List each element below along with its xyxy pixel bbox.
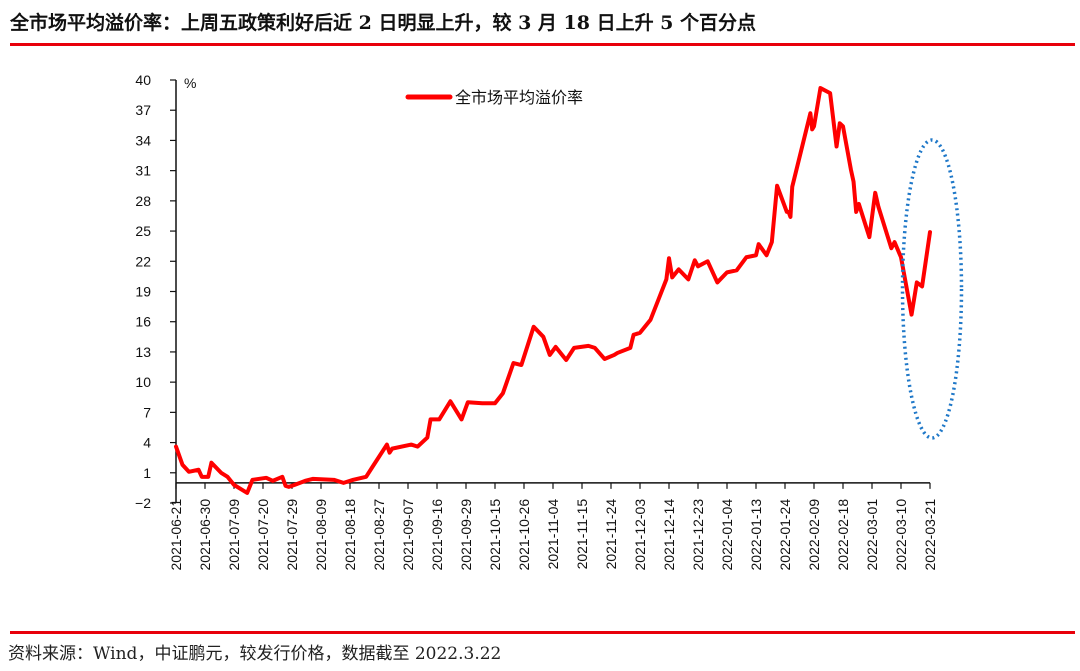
y-tick-label: 34 bbox=[135, 132, 151, 148]
x-tick-label: 2022-01-24 bbox=[777, 499, 793, 571]
x-tick-label: 2021-12-03 bbox=[632, 499, 648, 571]
legend: 全市场平均溢价率 bbox=[405, 88, 583, 107]
highlight-ellipse bbox=[900, 138, 964, 440]
x-tick-label: 2022-01-13 bbox=[748, 499, 764, 571]
x-tick-label: 2021-10-15 bbox=[487, 499, 503, 571]
x-axis: 2021-06-21 2021-06-30 2021-07-09 2021-07-20… bbox=[168, 482, 938, 571]
y-unit-label: % bbox=[184, 75, 196, 91]
x-tick-label: 2022-03-01 bbox=[864, 499, 880, 571]
x-tick-label: 2022-03-21 bbox=[922, 499, 938, 571]
x-tick-label: 2021-12-14 bbox=[661, 499, 677, 571]
x-tick-label: 2021-07-20 bbox=[255, 499, 271, 571]
source-note: 资料来源：Wind，中证鹏元，较发行价格，数据截至 2022.3.22 bbox=[8, 644, 502, 664]
x-tick-label: 2021-11-04 bbox=[545, 499, 561, 570]
legend-label: 全市场平均溢价率 bbox=[455, 88, 583, 107]
x-tick-label: 2021-07-29 bbox=[284, 499, 300, 571]
x-tick-label: 2021-09-29 bbox=[458, 499, 474, 571]
series-layer bbox=[174, 86, 932, 495]
title-rule bbox=[10, 43, 1075, 46]
x-tick-label: 2022-02-18 bbox=[835, 499, 851, 571]
y-tick-label: 1 bbox=[143, 465, 151, 481]
y-tick-label: 4 bbox=[143, 435, 151, 451]
x-tick-label: 2021-06-30 bbox=[197, 499, 213, 571]
x-tick-label: 2021-07-09 bbox=[226, 499, 242, 571]
x-tick-label: 2021-11-15 bbox=[574, 499, 590, 570]
source-rule bbox=[10, 631, 1075, 634]
x-tick-label: 2021-09-07 bbox=[400, 499, 416, 571]
y-axis: −2 1 4 7 10 13 16 19 22 25 28 31 34 37 40 bbox=[135, 72, 177, 511]
series-line bbox=[174, 86, 932, 495]
x-tick-label: 2022-02-09 bbox=[806, 499, 822, 571]
y-tick-label: 19 bbox=[135, 284, 151, 300]
y-tick-label: 31 bbox=[135, 163, 151, 179]
y-tick-label: 28 bbox=[135, 193, 151, 209]
y-tick-label: 7 bbox=[143, 404, 151, 420]
figure-title: 全市场平均溢价率：上周五政策利好后近 2 日明显上升，较 3 月 18 日上升 … bbox=[10, 12, 757, 34]
y-tick-label: 25 bbox=[135, 223, 151, 239]
x-tick-label: 2021-08-18 bbox=[342, 499, 358, 571]
y-tick-label: 13 bbox=[135, 344, 151, 360]
y-tick-label: 10 bbox=[135, 374, 151, 390]
x-tick-label: 2021-06-21 bbox=[168, 499, 184, 571]
x-tick-label: 2021-08-27 bbox=[371, 499, 387, 571]
x-tick-label: 2022-01-04 bbox=[719, 499, 735, 571]
y-tick-label: 37 bbox=[135, 102, 151, 118]
x-tick-label: 2021-10-26 bbox=[516, 499, 532, 571]
y-tick-label: −2 bbox=[135, 495, 151, 511]
x-tick-label: 2021-12-23 bbox=[690, 499, 706, 571]
x-tick-label: 2021-08-09 bbox=[313, 499, 329, 571]
y-tick-label: 16 bbox=[135, 314, 151, 330]
y-tick-label: 22 bbox=[135, 253, 151, 269]
y-tick-label: 40 bbox=[135, 72, 151, 88]
x-tick-label: 2022-03-10 bbox=[893, 499, 909, 571]
x-tick-label: 2021-11-24 bbox=[603, 499, 619, 570]
x-tick-label: 2021-09-16 bbox=[429, 499, 445, 571]
